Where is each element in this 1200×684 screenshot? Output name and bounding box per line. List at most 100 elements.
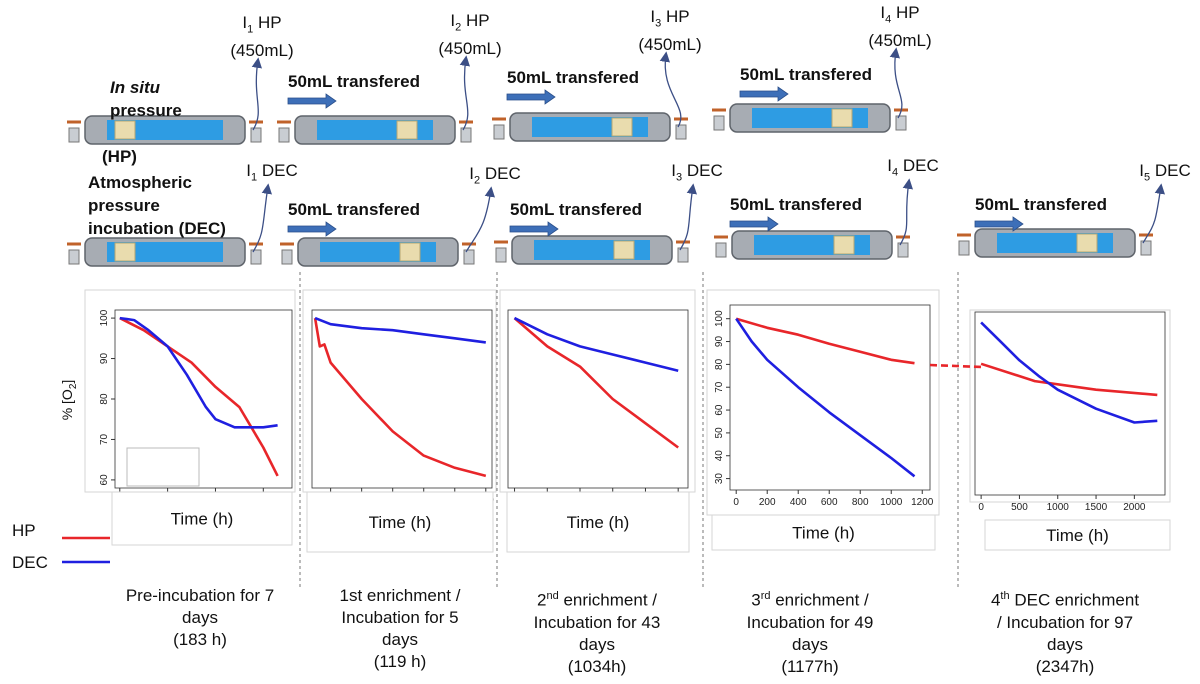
tube-liquid	[107, 120, 223, 140]
step-id: I3 DEC	[637, 160, 757, 188]
series-line	[119, 316, 278, 429]
caption-body: enrichment / Incubation for 49 days	[746, 590, 874, 654]
valve	[1140, 240, 1152, 256]
caption-body: Pre-incubation for 7 days	[125, 586, 275, 627]
x-tick-label: 500	[1011, 502, 1028, 513]
step-label: I2 HP (450mL)	[410, 10, 530, 59]
tube-plug	[114, 120, 136, 140]
step-sub: 1	[250, 171, 258, 184]
series-line	[735, 317, 915, 365]
tube-plug	[831, 108, 853, 128]
plot-frame	[729, 304, 931, 491]
step-name: DEC	[261, 161, 298, 180]
caption: Pre-incubation for 7 days (183 h)	[115, 585, 285, 651]
step-label: I3 DEC	[637, 160, 757, 188]
series-line	[119, 316, 279, 477]
step-sub: 4	[891, 166, 899, 179]
step-label: I4 DEC	[853, 155, 973, 183]
sample-arrow	[251, 57, 262, 131]
step-name: HP	[257, 13, 282, 32]
step-sub: 5	[1143, 171, 1151, 184]
y-tick-label: 90	[714, 336, 725, 348]
y-tick-label: 50	[714, 427, 725, 439]
step-i: I	[671, 161, 676, 180]
x-tick-label: 0	[978, 502, 984, 513]
step-i: I	[242, 13, 248, 32]
step-sub: 2	[473, 174, 481, 187]
step-volume: (450mL)	[438, 39, 502, 59]
step-id: I5 DEC	[1105, 160, 1200, 188]
y-label-sub: 2	[68, 383, 79, 389]
row-title-line: Atmospheric	[88, 173, 192, 192]
caption-hours: (119 h)	[373, 652, 427, 671]
transfer-arrow	[287, 93, 337, 109]
plot-frame	[507, 309, 689, 489]
valve	[958, 240, 970, 256]
step-sub: 4	[885, 13, 892, 26]
step-volume: (450mL)	[868, 31, 932, 51]
x-label-box	[984, 519, 1171, 551]
step-volume: (450mL)	[638, 35, 702, 55]
y-tick-label: 80	[99, 393, 110, 405]
plot-frame	[311, 309, 493, 489]
valve	[463, 249, 475, 265]
x-axis-label: Time (h)	[567, 513, 630, 532]
caption: 2nd enrichment / Incubation for 43 days(…	[522, 585, 672, 678]
panel	[969, 309, 1171, 503]
valve	[281, 249, 293, 265]
step-name: DEC	[902, 156, 939, 175]
step-label: I4 HP (450mL)	[840, 2, 960, 51]
valve	[495, 247, 507, 263]
y-tick-label: 60	[99, 474, 110, 486]
sample-arrow	[1142, 183, 1165, 244]
transfer-label: 50mL transfered	[288, 200, 420, 219]
x-tick-label: 1500	[1085, 502, 1108, 513]
row-title-italic: In situ	[110, 78, 161, 97]
y-tick-label: 70	[714, 381, 725, 393]
step-i: I	[1139, 161, 1144, 180]
caption-body: 1st enrichment / Incubation for 5 days	[339, 586, 461, 649]
row-title-dec: Atmospheric pressure incubation (DEC)	[88, 171, 226, 240]
y-tick-label: 100	[714, 310, 725, 327]
step-label: I1 HP (450mL)	[202, 12, 322, 61]
transfer-arrow	[729, 216, 779, 232]
caption-body: DEC enrichment / Incubation for 97 days	[996, 590, 1140, 654]
caption-body: enrichment / Incubation for 43 days	[533, 590, 661, 654]
x-axis-label: Time (h)	[792, 524, 855, 543]
caption-sup: rd	[760, 590, 771, 602]
transfer-label: 50mL transfered	[288, 72, 420, 91]
valve	[713, 115, 725, 131]
caption: 3rd enrichment / Incubation for 49 days(…	[730, 585, 890, 678]
transfer-label: 50mL transfered	[740, 65, 872, 84]
x-label-box	[506, 491, 690, 553]
sample-arrow	[465, 186, 495, 253]
row-title: pressure	[110, 101, 182, 120]
transfer-label: 50mL transfered	[510, 200, 642, 219]
row-title-line: incubation (DEC)	[88, 219, 226, 238]
caption-text: 1st enrichment / Incubation for 5 days	[325, 585, 475, 651]
valve	[895, 115, 907, 131]
series-line	[513, 316, 679, 372]
valve	[460, 127, 472, 143]
sample-arrow	[899, 178, 913, 246]
x-tick-label: 200	[759, 497, 776, 508]
valve	[68, 249, 80, 265]
step-sub: 3	[675, 171, 683, 184]
valve	[677, 247, 689, 263]
valve	[715, 242, 727, 258]
tube-plug	[399, 242, 421, 262]
plot-frame	[974, 311, 1166, 496]
sample-arrow	[889, 47, 903, 119]
caption-num: 3	[751, 590, 761, 610]
valve	[675, 124, 687, 140]
step-id: I1 DEC	[212, 160, 332, 188]
step-label: I2 DEC	[435, 163, 555, 191]
tube-plug	[833, 235, 855, 255]
y-label-end: ]	[59, 380, 75, 384]
legend-label: HP	[12, 521, 36, 540]
x-tick-label: 0	[733, 497, 739, 508]
panel	[302, 289, 497, 493]
dividers	[299, 272, 959, 590]
